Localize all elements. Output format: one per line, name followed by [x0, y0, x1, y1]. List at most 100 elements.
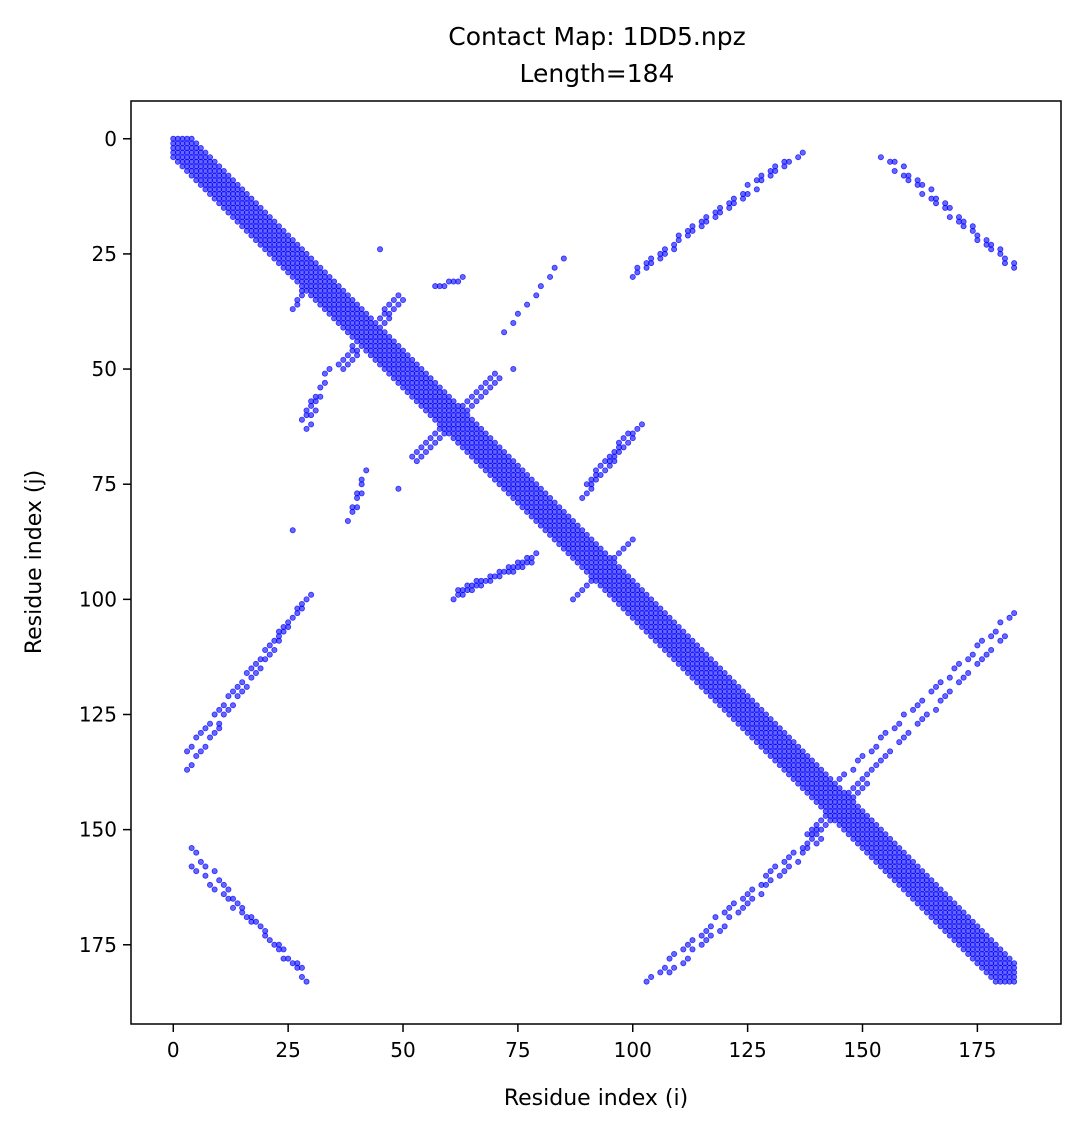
- contact-point: [441, 430, 448, 437]
- contact-point: [289, 306, 296, 313]
- contact-point: [795, 858, 802, 865]
- contact-point: [583, 582, 590, 589]
- contact-point: [615, 550, 622, 557]
- contact-point: [220, 891, 227, 898]
- contact-point: [620, 545, 627, 552]
- contact-point: [721, 909, 728, 916]
- contact-point: [427, 435, 434, 442]
- contact-point: [487, 375, 494, 382]
- contact-point: [785, 854, 792, 861]
- contact-point: [703, 937, 710, 944]
- contact-point: [455, 278, 462, 285]
- contact-point: [280, 946, 287, 953]
- contact-point: [914, 720, 921, 727]
- contact-point: [698, 218, 705, 225]
- contact-point: [1011, 610, 1018, 617]
- y-axis-label: Residue index (j): [22, 470, 47, 654]
- contact-point: [193, 752, 200, 759]
- contact-point: [951, 665, 958, 672]
- contact-point: [799, 149, 806, 156]
- contact-point: [262, 932, 269, 939]
- contact-point: [436, 425, 443, 432]
- contact-point: [441, 283, 448, 290]
- contact-point: [220, 702, 227, 709]
- contact-point: [997, 246, 1004, 253]
- contact-point: [207, 734, 214, 741]
- contact-point: [450, 596, 457, 603]
- contact-point: [413, 458, 420, 465]
- contact-point: [997, 619, 1004, 626]
- contact-point: [992, 628, 999, 635]
- contact-point: [850, 794, 857, 801]
- contact-point: [588, 577, 595, 584]
- contact-point: [588, 476, 595, 483]
- contact-point: [312, 393, 319, 400]
- contact-point: [216, 706, 223, 713]
- x-tick-label: 150: [843, 1038, 881, 1062]
- contact-point: [459, 587, 466, 594]
- contact-point: [413, 448, 420, 455]
- contact-point: [873, 743, 880, 750]
- contact-point: [813, 840, 820, 847]
- contact-point: [491, 379, 498, 386]
- contact-point: [326, 366, 333, 373]
- contact-point: [785, 863, 792, 870]
- contact-point: [243, 670, 250, 677]
- contact-point: [721, 923, 728, 930]
- contact-point: [468, 582, 475, 589]
- contact-point: [1006, 614, 1013, 621]
- contact-point: [850, 785, 857, 792]
- contact-point: [257, 656, 264, 663]
- contact-point: [978, 656, 985, 663]
- contact-point: [308, 398, 315, 405]
- contact-point: [905, 729, 912, 736]
- contact-point: [643, 978, 650, 985]
- contact-point: [836, 775, 843, 782]
- contact-point: [275, 941, 282, 948]
- x-tick-label: 25: [275, 1038, 300, 1062]
- contact-point: [386, 301, 393, 308]
- contact-point: [1001, 255, 1008, 262]
- contact-point: [377, 315, 384, 322]
- contact-point: [689, 937, 696, 944]
- contact-point: [965, 670, 972, 677]
- contact-point: [923, 711, 930, 718]
- contact-point: [491, 370, 498, 377]
- contact-point: [459, 402, 466, 409]
- contact-point: [698, 932, 705, 939]
- contact-point: [946, 688, 953, 695]
- contact-point: [781, 868, 788, 875]
- contact-point: [262, 647, 269, 654]
- contact-point: [960, 674, 967, 681]
- contact-point: [726, 914, 733, 921]
- contact-point: [432, 430, 439, 437]
- contact-point: [395, 301, 402, 308]
- contact-point: [900, 711, 907, 718]
- contact-point: [684, 955, 691, 962]
- contact-point: [974, 642, 981, 649]
- contact-point: [514, 310, 521, 317]
- contact-point: [230, 688, 237, 695]
- y-axis-ticks: 0 25 50 75 100 125 150 175: [79, 127, 131, 957]
- contact-point: [661, 246, 668, 253]
- contact-point: [308, 421, 315, 428]
- contact-point: [854, 757, 861, 764]
- contact-point: [666, 955, 673, 962]
- contact-point: [818, 817, 825, 824]
- contact-point: [717, 927, 724, 934]
- contact-point: [510, 366, 517, 373]
- contact-point: [772, 863, 779, 870]
- contact-point: [211, 729, 218, 736]
- contact-point: [657, 969, 664, 976]
- y-tick-label: 75: [92, 472, 117, 496]
- contact-point: [275, 628, 282, 635]
- contact-point: [524, 301, 531, 308]
- contact-point: [298, 600, 305, 607]
- contact-point: [478, 384, 485, 391]
- contact-point: [597, 462, 604, 469]
- contact-point: [193, 734, 200, 741]
- contact-point: [933, 706, 940, 713]
- contact-point: [252, 660, 259, 667]
- x-tick-label: 100: [614, 1038, 652, 1062]
